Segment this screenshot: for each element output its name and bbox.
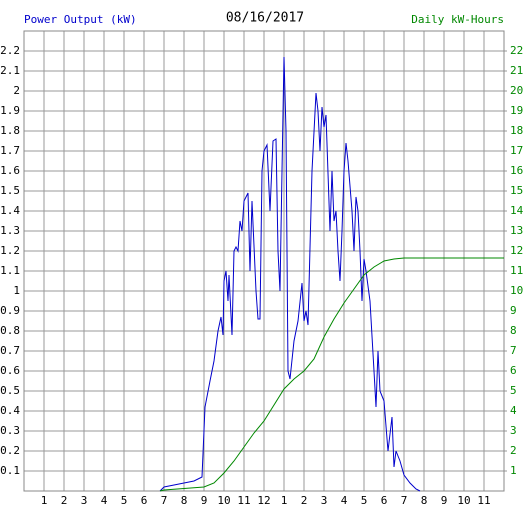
y-tick-label: 2.2 bbox=[0, 44, 20, 57]
y-tick-label: 0.9 bbox=[0, 304, 20, 317]
y-tick-label: 0.1 bbox=[0, 464, 20, 477]
y-tick-label: 1.6 bbox=[0, 164, 20, 177]
plot-border bbox=[23, 30, 505, 492]
y-tick-label: 1.3 bbox=[0, 224, 20, 237]
y2-tick-label: 14 bbox=[510, 204, 524, 217]
y-tick-label: 1.2 bbox=[0, 244, 20, 257]
y-tick-label: 2 bbox=[13, 84, 20, 97]
y2-tick-label: 13 bbox=[510, 224, 523, 237]
x-tick-label: 10 bbox=[457, 494, 470, 507]
y2-tick-label: 6 bbox=[510, 364, 517, 377]
y2-tick-label: 19 bbox=[510, 104, 523, 117]
y2-tick-label: 4 bbox=[510, 404, 517, 417]
chart-title: 08/16/2017 bbox=[226, 11, 304, 26]
y2-tick-label: 21 bbox=[510, 64, 523, 77]
x-tick-label: 4 bbox=[341, 494, 348, 507]
x-tick-label: 12 bbox=[257, 494, 270, 507]
x-tick-label: 8 bbox=[181, 494, 188, 507]
x-tick-label: 3 bbox=[321, 494, 328, 507]
y-tick-label: 1.1 bbox=[0, 264, 20, 277]
x-tick-label: 11 bbox=[237, 494, 250, 507]
x-tick-label: 5 bbox=[361, 494, 368, 507]
x-tick-label: 1 bbox=[41, 494, 48, 507]
y2-tick-label: 15 bbox=[510, 184, 523, 197]
y2-tick-label: 11 bbox=[510, 264, 523, 277]
x-tick-label: 2 bbox=[61, 494, 68, 507]
x-tick-label: 8 bbox=[421, 494, 428, 507]
x-tick-label: 11 bbox=[477, 494, 490, 507]
x-tick-label: 7 bbox=[401, 494, 408, 507]
y-tick-label: 1.7 bbox=[0, 144, 20, 157]
y2-tick-label: 9 bbox=[510, 304, 517, 317]
y2-tick-label: 3 bbox=[510, 424, 517, 437]
y2-tick-label: 1 bbox=[510, 464, 517, 477]
y-tick-label: 0.8 bbox=[0, 324, 20, 337]
x-tick-label: 6 bbox=[141, 494, 148, 507]
y-tick-label: 1.9 bbox=[0, 104, 20, 117]
x-tick-label: 2 bbox=[301, 494, 308, 507]
x-tick-label: 5 bbox=[121, 494, 128, 507]
y2-axis-label: Daily kW-Hours bbox=[411, 13, 504, 26]
x-tick-label: 3 bbox=[81, 494, 88, 507]
y2-tick-label: 16 bbox=[510, 164, 523, 177]
x-tick-label: 1 bbox=[281, 494, 288, 507]
y2-tick-label: 5 bbox=[510, 384, 517, 397]
x-tick-label: 7 bbox=[161, 494, 168, 507]
y-tick-label: 0.6 bbox=[0, 364, 20, 377]
y2-tick-label: 20 bbox=[510, 84, 523, 97]
y-tick-label: 0.2 bbox=[0, 444, 20, 457]
y-tick-label: 1.5 bbox=[0, 184, 20, 197]
y-tick-label: 0.3 bbox=[0, 424, 20, 437]
x-tick-label: 9 bbox=[441, 494, 448, 507]
y2-tick-label: 2 bbox=[510, 444, 517, 457]
x-tick-label: 10 bbox=[217, 494, 230, 507]
x-tick-label: 6 bbox=[381, 494, 388, 507]
y-tick-label: 2.1 bbox=[0, 64, 20, 77]
data-line bbox=[159, 257, 504, 492]
y-tick-label: 0.7 bbox=[0, 344, 20, 357]
y-tick-label: 1.8 bbox=[0, 124, 20, 137]
y-axis-label: Power Output (kW) bbox=[24, 13, 137, 26]
y-tick-label: 0.4 bbox=[0, 404, 20, 417]
y2-tick-label: 10 bbox=[510, 284, 523, 297]
y2-tick-label: 8 bbox=[510, 324, 517, 337]
y-tick-label: 1.4 bbox=[0, 204, 20, 217]
y2-tick-label: 12 bbox=[510, 244, 523, 257]
x-tick-label: 4 bbox=[101, 494, 108, 507]
y2-tick-label: 7 bbox=[510, 344, 517, 357]
y-tick-label: 1 bbox=[13, 284, 20, 297]
y2-tick-label: 22 bbox=[510, 44, 523, 57]
x-tick-label: 9 bbox=[201, 494, 208, 507]
y2-tick-label: 18 bbox=[510, 124, 523, 137]
y-tick-label: 0.5 bbox=[0, 384, 20, 397]
data-line bbox=[159, 56, 421, 492]
y2-tick-label: 17 bbox=[510, 144, 523, 157]
